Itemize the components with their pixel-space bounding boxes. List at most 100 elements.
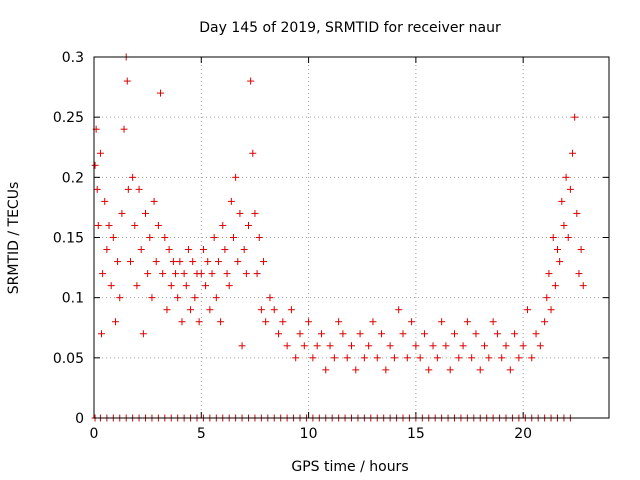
data-point [562,173,570,181]
data-point [558,197,566,205]
tick-labels: 0 5 10 15 20 0 0.05 0.1 0.15 0.2 0.25 0.3 [53,50,532,442]
data-point [493,330,501,338]
data-point [257,306,265,314]
data-point [245,221,252,229]
data-point [420,330,428,338]
data-point [255,234,263,241]
data-point [150,197,158,205]
data-point [225,282,233,290]
data-point [208,270,216,278]
data-point [536,342,544,350]
data-point [103,246,111,254]
chart-title: Day 145 of 2019, SRMTID for receiver nau… [199,20,501,36]
data-point [133,282,141,290]
data-point [270,306,278,314]
x-tick-label: 15 [407,426,425,442]
data-point [292,354,300,362]
data-point [373,354,381,362]
data-point [124,185,132,193]
data-point [202,282,210,290]
data-point [560,221,568,229]
data-point [137,246,145,254]
data-point [356,330,364,338]
data-point [221,246,229,254]
data-point [101,197,109,205]
data-point [105,221,113,229]
data-point [532,330,540,338]
data-point [126,258,134,266]
data-point [182,282,190,290]
data-point [305,318,313,326]
data-point [416,354,424,362]
data-point [468,354,476,362]
data-point [251,209,259,217]
data-point [455,354,463,362]
data-point [204,258,212,266]
data-point [446,366,454,374]
data-point [326,342,334,350]
data-point [569,149,577,157]
data-point [165,246,173,254]
data-point [283,342,291,350]
x-tick-label: 5 [197,426,206,442]
data-point [322,366,330,374]
data-point [176,258,184,266]
data-point [253,270,261,278]
data-point [335,318,343,326]
data-point [157,89,165,97]
y-tick-label: 0.1 [62,291,84,307]
data-point [199,246,207,254]
data-point [262,318,270,326]
data-point [212,294,220,302]
data-point [109,234,117,241]
data-point [348,342,355,350]
data-point [300,342,308,350]
data-point [139,330,147,338]
data-point [163,306,171,314]
data-point [172,270,180,278]
data-point [144,270,152,278]
data-point [476,366,484,374]
data-point [330,354,338,362]
data-point [317,330,325,338]
data-point [114,258,122,266]
data-point [214,258,222,266]
data-point [118,209,126,217]
data-point [551,282,559,290]
data-point [229,234,237,241]
plot-frame [93,56,610,419]
data-point [511,330,519,338]
data-point [523,306,531,314]
data-point [189,258,197,266]
data-point [489,318,497,326]
data-point [365,342,373,350]
data-point [408,318,416,326]
data-point [547,306,555,314]
data-point [94,221,102,229]
data-point [180,270,188,278]
data-point [382,366,390,374]
data-point [279,318,287,326]
grid [94,57,609,418]
data-point [260,258,268,266]
data-point [459,342,467,350]
data-point [498,354,506,362]
data-point [227,197,235,205]
data-point [472,330,480,338]
x-tick-label: 0 [90,426,99,442]
data-point [131,221,139,229]
data-point [174,294,182,302]
data-point [369,318,377,326]
data-point [506,366,514,374]
data-point [187,306,195,314]
y-tick-label: 0.05 [53,351,84,367]
data-point [135,185,143,193]
data-point [111,318,119,326]
data-point [378,330,386,338]
data-point [195,318,203,326]
data-point [154,221,162,229]
data-point [481,342,489,350]
data-point [519,342,527,350]
data-point [169,258,177,266]
